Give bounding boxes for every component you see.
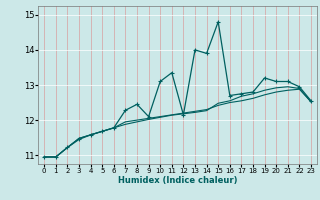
X-axis label: Humidex (Indice chaleur): Humidex (Indice chaleur) xyxy=(118,176,237,185)
